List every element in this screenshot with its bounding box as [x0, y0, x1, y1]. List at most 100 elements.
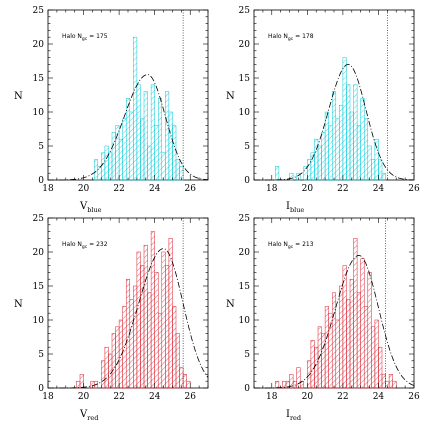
y-tick-label: 0 [38, 384, 44, 394]
x-tick-label: 24 [149, 184, 161, 194]
histogram-bar [356, 125, 361, 181]
histogram-bar [317, 145, 322, 181]
y-tick-label: 5 [38, 350, 44, 360]
x-tick-label: 18 [42, 392, 54, 402]
histogram-bar [154, 125, 159, 181]
histogram-bar [175, 159, 180, 181]
histogram-bar [115, 125, 120, 181]
histogram-bar [331, 292, 337, 389]
histogram-bar [324, 111, 329, 181]
x-tick-label: 24 [373, 184, 385, 194]
histogram-bar [328, 125, 333, 181]
x-tick-label: 22 [337, 184, 348, 194]
x-tick-label: 24 [149, 392, 161, 402]
histogram-bar [371, 326, 376, 389]
annotation-text: Halo Ngc = 178 [268, 33, 314, 42]
x-tick-label: 18 [266, 184, 278, 194]
x-tick-label: 20 [302, 392, 314, 402]
histogram-bar [129, 299, 134, 389]
histogram-bar [292, 380, 297, 389]
y-tick-label: 5 [38, 142, 44, 152]
x-axis-label: Iblue [286, 201, 304, 214]
x-axis-label: Vblue [79, 201, 102, 214]
histogram-bar [161, 152, 166, 181]
histogram-bar [342, 265, 347, 389]
y-tick-label: 10 [33, 108, 45, 118]
histogram-bar [310, 340, 315, 389]
histogram-bar [310, 152, 315, 181]
histogram-bar [314, 346, 319, 389]
x-tick-label: 26 [184, 392, 196, 402]
x-tick-label: 26 [408, 392, 420, 402]
x-tick-label: 22 [113, 392, 124, 402]
histogram-bar [335, 319, 340, 389]
histogram-bar [392, 380, 397, 389]
y-axis-label: N [226, 91, 235, 102]
histogram-bar [140, 118, 145, 181]
histogram-bar [289, 172, 294, 181]
y-tick-label: 25 [239, 6, 251, 16]
histogram-bar [172, 306, 177, 389]
x-tick-label: 22 [337, 392, 348, 402]
histogram-bar [157, 98, 163, 181]
histogram-bar [353, 84, 358, 181]
histogram-bar [115, 326, 120, 389]
histogram-bar [371, 159, 376, 181]
y-tick-label: 5 [244, 350, 250, 360]
panel-i-blue: 18 20 22 24 26 0 5 10 15 20 25 Halo Ngc = 178 Iblu… [226, 6, 420, 214]
histogram-bar [150, 84, 155, 181]
histogram-bar [324, 306, 329, 389]
histogram-bar [363, 118, 369, 181]
histogram-bar [378, 346, 383, 389]
y-axis-label: N [226, 299, 235, 310]
y-axis-label: N [14, 91, 23, 102]
x-tick-label: 26 [184, 184, 196, 194]
y-tick-label: 10 [33, 316, 45, 326]
histogram-bar [360, 258, 365, 389]
x-axis-label: Vred [79, 409, 98, 422]
histogram-bar [349, 111, 354, 181]
y-tick-label: 20 [239, 248, 251, 258]
histogram-bar [307, 159, 312, 181]
histogram-bar [363, 306, 369, 389]
y-tick-label: 25 [239, 214, 251, 224]
histogram-bar [321, 132, 326, 181]
y-tick-label: 25 [33, 214, 45, 224]
y-tick-label: 20 [33, 40, 45, 50]
histogram-bar [161, 251, 166, 389]
y-tick-label: 10 [239, 316, 251, 326]
histogram-bar [133, 36, 138, 181]
histogram-bar [129, 111, 134, 181]
histogram-bar [342, 57, 347, 181]
histogram-bar [133, 285, 138, 389]
panel-v-blue: 18 20 22 24 26 0 5 10 15 20 25 Halo Ngc = 175 Vblu… [14, 6, 209, 214]
histogram-bar [356, 292, 361, 389]
histogram-bar [321, 333, 326, 389]
y-axis-label: N [14, 299, 23, 310]
histogram-bar [154, 272, 159, 389]
histogram-bar [136, 84, 141, 181]
histogram-bar [168, 111, 173, 181]
histogram-bar [108, 152, 113, 181]
y-tick-label: 0 [244, 384, 250, 394]
histogram-bar [104, 145, 109, 181]
histogram-bar [331, 91, 337, 181]
x-tick-label: 18 [42, 184, 54, 194]
histogram-bar [165, 265, 170, 389]
y-tick-label: 20 [33, 248, 45, 258]
histogram-bar [381, 374, 386, 389]
histogram-bar [378, 159, 383, 181]
histogram-bar [111, 132, 116, 181]
histogram-bar [118, 138, 123, 181]
histogram-bar [143, 244, 148, 389]
histogram-bar [360, 98, 365, 181]
histogram-bar [111, 333, 116, 389]
histogram-bar [303, 166, 308, 181]
histogram-bar [140, 265, 145, 389]
histogram-bar [175, 333, 180, 389]
histogram-bar [101, 152, 106, 181]
y-tick-label: 10 [239, 108, 251, 118]
panel-i-red: 18 20 22 24 26 0 5 10 15 20 25 Halo Ngc = 213 Ired… [226, 214, 420, 422]
histogram-bar [367, 145, 372, 181]
